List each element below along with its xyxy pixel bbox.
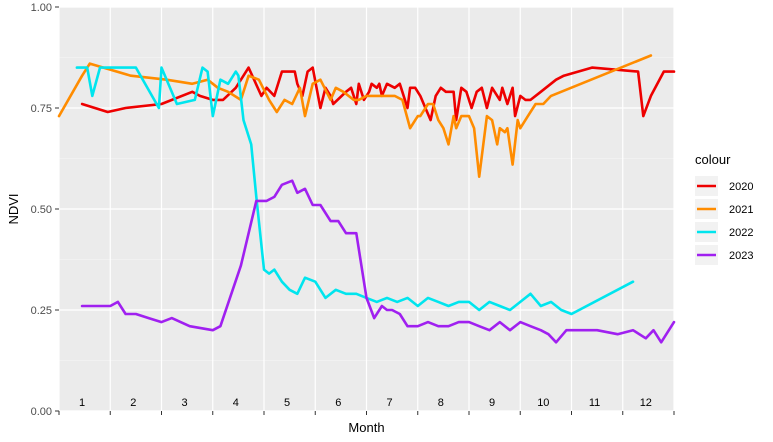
x-tick-label: 2 [130, 397, 136, 409]
x-tick-label: 7 [387, 397, 393, 409]
x-tick-label: 5 [284, 397, 290, 409]
y-tick-label: 0.50 [31, 204, 52, 216]
series-line-2020 [80, 66, 676, 122]
x-tick-label: 9 [489, 397, 495, 409]
x-tick-label: 12 [640, 397, 652, 409]
legend-label-2020: 2020 [729, 181, 753, 193]
legend-label-2021: 2021 [729, 204, 753, 216]
legend-label-2022: 2022 [729, 227, 753, 239]
series-line-2023 [80, 179, 676, 344]
legend-label-2023: 2023 [729, 250, 753, 262]
x-tick-label: 4 [233, 397, 239, 409]
legend-title: colour [695, 152, 731, 167]
series-layer [57, 54, 676, 344]
x-axis-title: Month [348, 420, 384, 435]
y-tick-label: 0.75 [31, 103, 52, 115]
x-tick-label: 1 [79, 397, 85, 409]
x-tick-label: 11 [589, 397, 600, 409]
x-tick-label: 10 [537, 397, 549, 409]
x-axis-ticks: 1 2 3 4 5 6 7 8 9 10 11 12 [58, 397, 675, 415]
y-axis-ticks: 0.00 0.25 0.50 0.75 1.00 [31, 2, 59, 418]
series-line-2022 [75, 66, 635, 316]
y-axis-title: NDVI [6, 193, 21, 224]
x-tick-label: 6 [335, 397, 341, 409]
x-tick-label: 8 [438, 397, 444, 409]
legend: colour 2020 2021 2022 2023 [695, 152, 753, 265]
x-tick-label: 3 [182, 397, 188, 409]
y-tick-label: 0.25 [31, 305, 52, 317]
y-tick-label: 1.00 [31, 2, 52, 14]
y-tick-label: 0.00 [31, 406, 52, 418]
series-line-2021 [57, 54, 653, 178]
